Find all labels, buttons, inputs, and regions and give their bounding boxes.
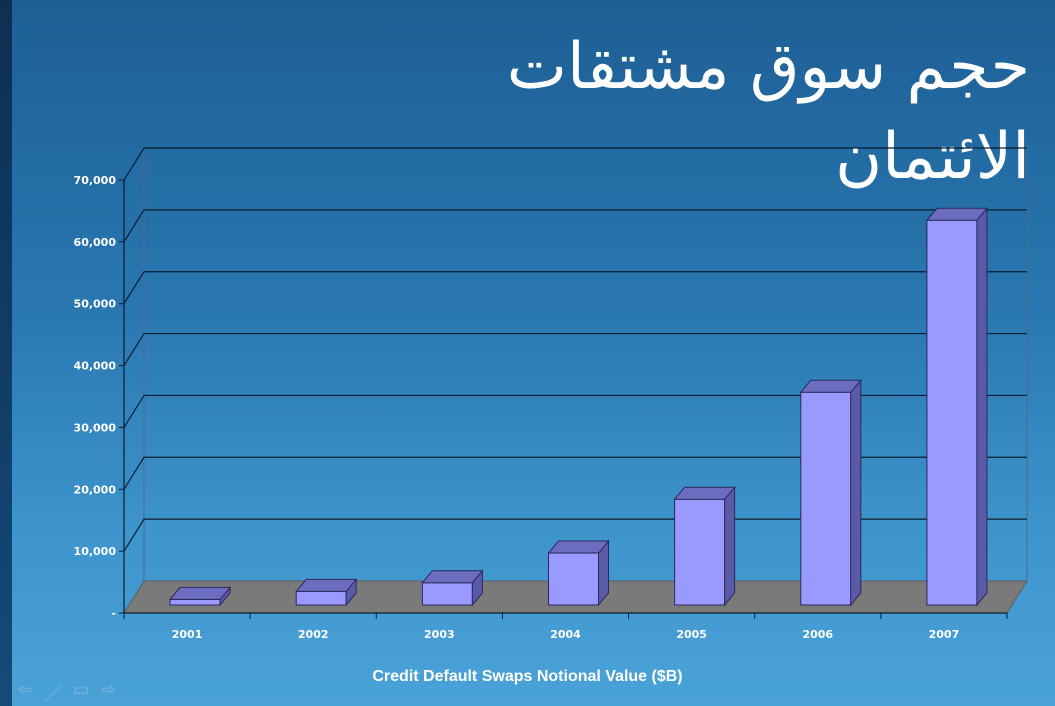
bar-top-2005 — [673, 486, 736, 500]
x-tick-label: 2003 — [424, 628, 455, 641]
y-tick-label: 50,000 — [74, 298, 117, 311]
y-tick-label: 20,000 — [74, 483, 117, 496]
gridline — [123, 394, 1027, 428]
x-tick-label: 2001 — [172, 628, 203, 641]
bar-2006 — [800, 391, 852, 606]
gridline — [123, 271, 1027, 305]
bar-2004 — [548, 552, 599, 606]
bar-side-2005 — [724, 485, 736, 607]
bar-2002 — [295, 590, 347, 606]
x-tick-label: 2006 — [802, 628, 833, 641]
menu-icon[interactable]: ▭ — [73, 680, 90, 700]
bar-top-2007 — [925, 207, 988, 221]
bar-side-2006 — [850, 378, 862, 607]
bar-2005 — [674, 498, 726, 606]
bar-top-2006 — [799, 379, 862, 393]
x-tick-label: 2007 — [929, 628, 960, 641]
bar-top-2003 — [421, 570, 484, 584]
y-tick-label: 10,000 — [74, 545, 117, 558]
y-tick-label: 40,000 — [74, 360, 117, 373]
bar-top-2004 — [547, 540, 610, 554]
bar-2003 — [421, 582, 473, 606]
bar-side-2007 — [976, 206, 988, 607]
y-tick-label: - — [111, 607, 116, 620]
bar-top-2002 — [295, 578, 358, 592]
y-tick-label: 30,000 — [74, 421, 117, 434]
x-tick-label: 2005 — [676, 628, 707, 641]
y-tick-label: 70,000 — [74, 174, 117, 187]
slide-edge-decoration — [0, 0, 12, 706]
pen-icon[interactable]: ／ — [44, 685, 62, 705]
gridline — [123, 147, 1027, 181]
bar-top-2001 — [169, 586, 232, 600]
bar-2007 — [926, 219, 978, 606]
gridline — [123, 332, 1027, 366]
gridline — [123, 456, 1027, 490]
arrow-left-icon[interactable]: ⇦ — [18, 680, 33, 700]
slide-title: حجم سوق مشتقات الائتمان — [506, 30, 1030, 194]
x-tick-label: 2002 — [298, 628, 329, 641]
gridline — [123, 209, 1027, 243]
back-wall — [143, 147, 1028, 582]
x-tick-label: 2004 — [550, 628, 581, 641]
arrow-right-icon[interactable]: ⇨ — [101, 680, 116, 700]
x-axis-label: Credit Default Swaps Notional Value ($B) — [372, 668, 683, 685]
slide-navigation: ⇦ ／ ▭ ⇨ — [18, 680, 116, 705]
y-tick-label: 60,000 — [74, 236, 117, 249]
bar-2001 — [169, 598, 221, 606]
